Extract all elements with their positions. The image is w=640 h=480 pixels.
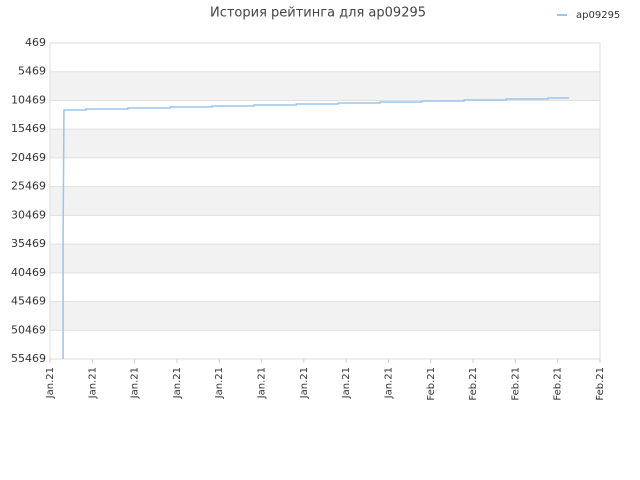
- legend-label: ap09295: [576, 10, 620, 21]
- x-tick-label: Jan.21: [383, 367, 394, 399]
- x-tick-label: Jan.21: [214, 367, 225, 399]
- x-tick-label: Feb.21: [595, 367, 606, 401]
- grid-band: [50, 129, 600, 158]
- y-tick-label: 5469: [18, 65, 46, 78]
- y-tick-label: 30469: [11, 208, 46, 221]
- y-tick-label: 469: [25, 36, 46, 49]
- x-tick-label: Jan.21: [45, 367, 56, 399]
- series-line: [62, 97, 570, 359]
- y-tick-label: 15469: [11, 122, 46, 135]
- y-tick-label: 35469: [11, 237, 46, 250]
- y-tick-label: 40469: [11, 266, 46, 279]
- x-tick-label: Jan.21: [130, 367, 141, 399]
- y-tick-label: 45469: [11, 295, 46, 308]
- x-tick-label: Jan.21: [172, 367, 183, 399]
- x-tick-label: Feb.21: [468, 367, 479, 401]
- grid-band: [50, 186, 600, 216]
- x-tick-label: Jan.21: [257, 367, 268, 399]
- x-tick-label: Jan.21: [87, 367, 98, 399]
- y-tick-label: 25469: [11, 180, 46, 193]
- plot-border: [49, 42, 601, 360]
- chart-title: История рейтинга для ap09295: [210, 6, 426, 21]
- x-tick-label: Feb.21: [510, 367, 521, 401]
- grid-band: [50, 71, 600, 101]
- y-tick-label: 50469: [11, 323, 46, 336]
- y-tick-label: 20469: [11, 151, 46, 164]
- x-tick-label: Jan.21: [299, 367, 310, 399]
- x-tick-label: Feb.21: [553, 367, 564, 401]
- y-tick-label: 55469: [11, 352, 46, 365]
- grid-band: [50, 301, 600, 331]
- y-tick-label: 10469: [11, 93, 46, 106]
- grid-band: [50, 244, 600, 273]
- x-tick-label: Feb.21: [426, 367, 437, 401]
- x-tick-label: Jan.21: [341, 367, 352, 399]
